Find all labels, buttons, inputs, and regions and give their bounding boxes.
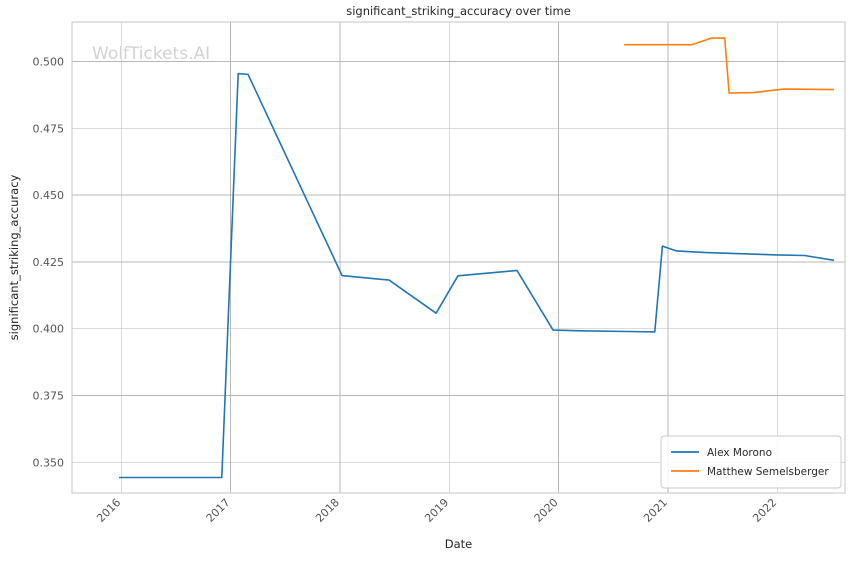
y-tick-label: 0.500 bbox=[33, 56, 65, 69]
legend-entry-label: Alex Morono bbox=[707, 447, 772, 459]
legend-entry-label: Matthew Semelsberger bbox=[707, 466, 829, 478]
gridlines bbox=[72, 22, 845, 493]
y-tick-label: 0.475 bbox=[33, 122, 65, 135]
page-title: significant_striking_accuracy over time bbox=[346, 4, 571, 18]
y-axis-label: significant_striking_accuracy bbox=[7, 174, 21, 340]
y-tick-label: 0.450 bbox=[33, 189, 65, 202]
chart-legend[interactable]: Alex Morono Matthew Semelsberger bbox=[660, 435, 842, 489]
y-tick-label: 0.350 bbox=[33, 456, 65, 469]
watermark-label: WolfTickets.AI bbox=[92, 44, 210, 64]
y-axis-tick-labels: 0.350 0.375 0.400 0.425 0.450 0.475 0.500 bbox=[33, 56, 65, 470]
y-tick-label: 0.425 bbox=[33, 256, 65, 269]
legend-background bbox=[660, 435, 842, 489]
plot-area-background bbox=[72, 22, 845, 493]
y-tick-label: 0.400 bbox=[33, 323, 65, 336]
series-lines bbox=[119, 37, 835, 479]
x-axis-label: Date bbox=[445, 537, 473, 551]
series-line bbox=[624, 37, 835, 94]
y-tick-label: 0.375 bbox=[33, 389, 65, 402]
plot-border bbox=[71, 21, 846, 494]
series-line bbox=[119, 72, 835, 479]
